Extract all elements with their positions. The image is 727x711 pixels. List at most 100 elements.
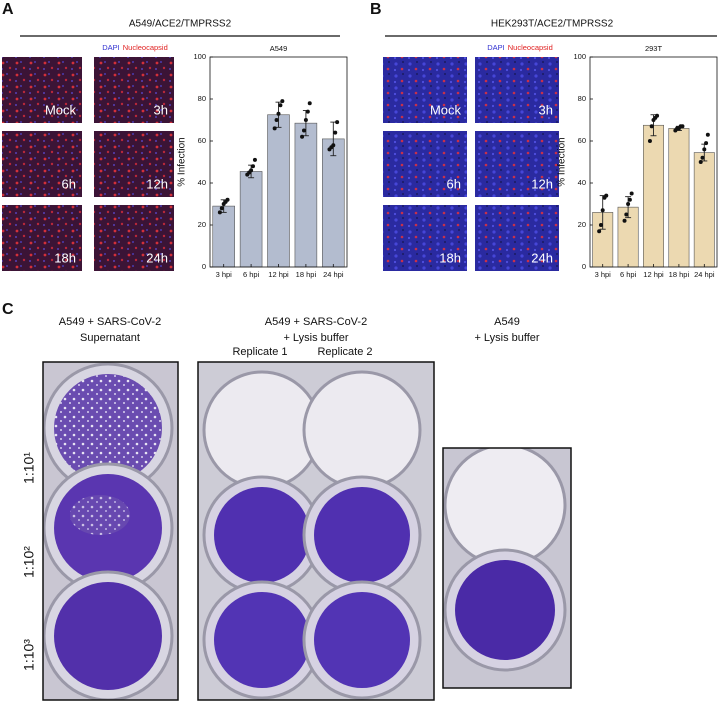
plate-photo	[43, 362, 178, 700]
image-label: Mock	[430, 102, 462, 117]
micrograph	[475, 205, 559, 271]
micrograph	[2, 205, 82, 271]
chart-title: 293T	[645, 44, 663, 53]
legend: DAPI Nucleocapsid	[102, 43, 168, 52]
data-point	[219, 206, 224, 211]
data-point	[300, 134, 305, 139]
data-point	[303, 118, 308, 122]
y-tick-label: 100	[573, 52, 586, 61]
chart-title: A549	[270, 44, 288, 53]
panel-label: B	[370, 1, 382, 18]
data-point	[252, 157, 257, 162]
data-point	[698, 160, 703, 164]
data-point	[276, 111, 281, 116]
group-title: + Lysis buffer	[283, 332, 348, 344]
data-point	[626, 202, 631, 206]
data-point	[627, 197, 632, 202]
legend-entry: DAPI	[102, 43, 120, 52]
y-tick-label: 100	[193, 52, 206, 61]
y-axis-label: % Infection	[177, 137, 188, 186]
data-point	[649, 124, 654, 129]
legend-entry: Nucleocapsid	[123, 43, 168, 52]
group-title: + Lysis buffer	[474, 332, 539, 344]
data-point	[604, 193, 609, 198]
image-label: 12h	[146, 176, 168, 191]
x-tick-label: 18 hpi	[296, 270, 317, 279]
data-point	[629, 191, 634, 196]
micrograph	[2, 57, 82, 123]
panel-title: A549/ACE2/TMPRSS2	[129, 19, 232, 30]
data-point	[278, 103, 283, 108]
bar	[239, 171, 263, 268]
data-point	[647, 139, 652, 143]
replicate-label: Replicate 2	[317, 346, 372, 358]
micrograph	[94, 205, 174, 271]
micrograph	[475, 57, 559, 123]
image-label: 3h	[154, 102, 168, 117]
y-tick-label: 0	[202, 262, 206, 271]
legend-entry: Nucleocapsid	[508, 43, 553, 52]
bar	[212, 205, 235, 268]
y-tick-label: 80	[578, 94, 586, 103]
bar	[668, 128, 690, 268]
data-point	[622, 218, 627, 223]
data-point	[249, 168, 254, 173]
plot-frame	[209, 56, 348, 268]
data-point	[251, 164, 256, 169]
micrograph	[383, 205, 467, 271]
data-point	[301, 128, 306, 133]
image-label: 6h	[447, 176, 461, 191]
y-tick-label: 20	[198, 220, 206, 229]
y-tick-label: 40	[198, 178, 206, 187]
data-point	[274, 118, 279, 122]
x-tick-label: 12 hpi	[643, 270, 664, 279]
x-tick-label: 3 hpi	[595, 270, 612, 279]
x-tick-label: 18 hpi	[669, 270, 690, 279]
data-point	[680, 124, 685, 129]
plot-frame	[589, 56, 718, 268]
legend-entry: DAPI	[487, 43, 505, 52]
x-tick-label: 24 hpi	[323, 270, 344, 279]
bar	[322, 138, 345, 268]
data-point	[272, 126, 277, 131]
plate-photo	[443, 448, 571, 688]
y-axis-label: % Infection	[557, 137, 568, 186]
data-point	[307, 101, 312, 106]
micrograph	[475, 131, 559, 197]
y-tick-label: 40	[578, 178, 586, 187]
image-label: 6h	[62, 176, 76, 191]
data-point	[335, 120, 340, 125]
image-label: 24h	[146, 250, 168, 265]
micrograph	[94, 131, 174, 197]
dilution-label: 1:10¹	[21, 452, 37, 484]
data-point	[704, 141, 709, 146]
micrograph	[383, 57, 467, 123]
data-point	[217, 210, 222, 215]
micrograph	[94, 57, 174, 123]
panel-title: HEK293T/ACE2/TMPRSS2	[491, 19, 614, 30]
plate-photo	[198, 362, 434, 700]
group-title: A549 + SARS-CoV-2	[265, 316, 367, 328]
data-point	[225, 197, 230, 202]
image-label: 18h	[439, 250, 461, 265]
bar	[643, 124, 664, 268]
group-title: A549 + SARS-CoV-2	[59, 316, 161, 328]
y-tick-label: 20	[578, 220, 586, 229]
x-tick-label: 3 hpi	[216, 270, 233, 279]
x-tick-label: 12 hpi	[268, 270, 289, 279]
legend: DAPI Nucleocapsid	[487, 43, 553, 52]
bar	[267, 114, 290, 268]
x-tick-label: 6 hpi	[243, 270, 260, 279]
dilution-label: 1:10²	[21, 546, 37, 578]
group-title: Supernatant	[80, 332, 140, 344]
data-point	[597, 229, 602, 234]
bar	[294, 122, 318, 268]
data-point	[333, 130, 338, 135]
data-point	[305, 109, 310, 114]
bar	[693, 152, 715, 268]
data-point	[331, 143, 336, 148]
data-point	[598, 223, 603, 227]
y-tick-label: 0	[582, 262, 586, 271]
x-tick-label: 24 hpi	[694, 270, 715, 279]
